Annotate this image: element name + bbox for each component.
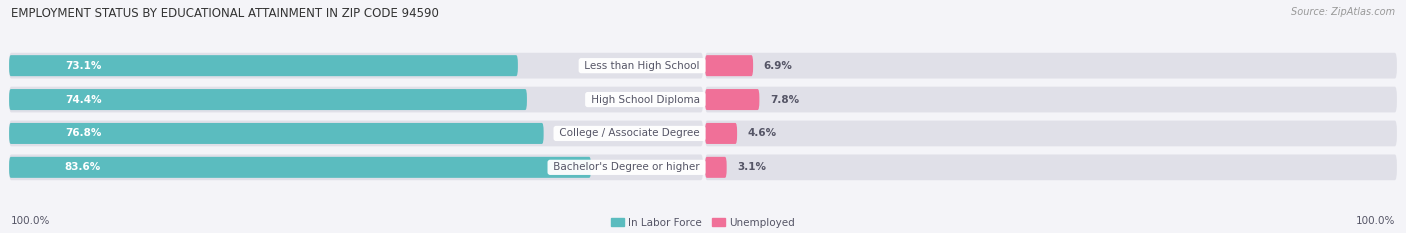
FancyBboxPatch shape xyxy=(8,157,591,178)
Text: 83.6%: 83.6% xyxy=(65,162,101,172)
FancyBboxPatch shape xyxy=(8,120,703,146)
Text: College / Associate Degree: College / Associate Degree xyxy=(557,128,703,138)
Text: 74.4%: 74.4% xyxy=(65,95,101,105)
FancyBboxPatch shape xyxy=(704,123,737,144)
Text: 3.1%: 3.1% xyxy=(737,162,766,172)
FancyBboxPatch shape xyxy=(704,87,1398,113)
FancyBboxPatch shape xyxy=(704,89,759,110)
Text: Less than High School: Less than High School xyxy=(581,61,703,71)
FancyBboxPatch shape xyxy=(704,53,1398,79)
FancyBboxPatch shape xyxy=(8,55,517,76)
Text: 7.8%: 7.8% xyxy=(770,95,799,105)
Legend: In Labor Force, Unemployed: In Labor Force, Unemployed xyxy=(612,218,794,228)
Text: High School Diploma: High School Diploma xyxy=(588,95,703,105)
Text: 4.6%: 4.6% xyxy=(748,128,776,138)
Text: Bachelor's Degree or higher: Bachelor's Degree or higher xyxy=(550,162,703,172)
FancyBboxPatch shape xyxy=(8,123,544,144)
FancyBboxPatch shape xyxy=(704,120,1398,146)
Text: 73.1%: 73.1% xyxy=(65,61,101,71)
Text: 76.8%: 76.8% xyxy=(65,128,101,138)
Text: Source: ZipAtlas.com: Source: ZipAtlas.com xyxy=(1291,7,1395,17)
FancyBboxPatch shape xyxy=(8,154,703,180)
FancyBboxPatch shape xyxy=(8,89,527,110)
FancyBboxPatch shape xyxy=(8,53,703,79)
FancyBboxPatch shape xyxy=(704,55,754,76)
FancyBboxPatch shape xyxy=(704,157,727,178)
Text: 100.0%: 100.0% xyxy=(1355,216,1395,226)
Text: 100.0%: 100.0% xyxy=(11,216,51,226)
FancyBboxPatch shape xyxy=(8,87,703,113)
Text: EMPLOYMENT STATUS BY EDUCATIONAL ATTAINMENT IN ZIP CODE 94590: EMPLOYMENT STATUS BY EDUCATIONAL ATTAINM… xyxy=(11,7,439,20)
FancyBboxPatch shape xyxy=(704,154,1398,180)
Text: 6.9%: 6.9% xyxy=(763,61,793,71)
